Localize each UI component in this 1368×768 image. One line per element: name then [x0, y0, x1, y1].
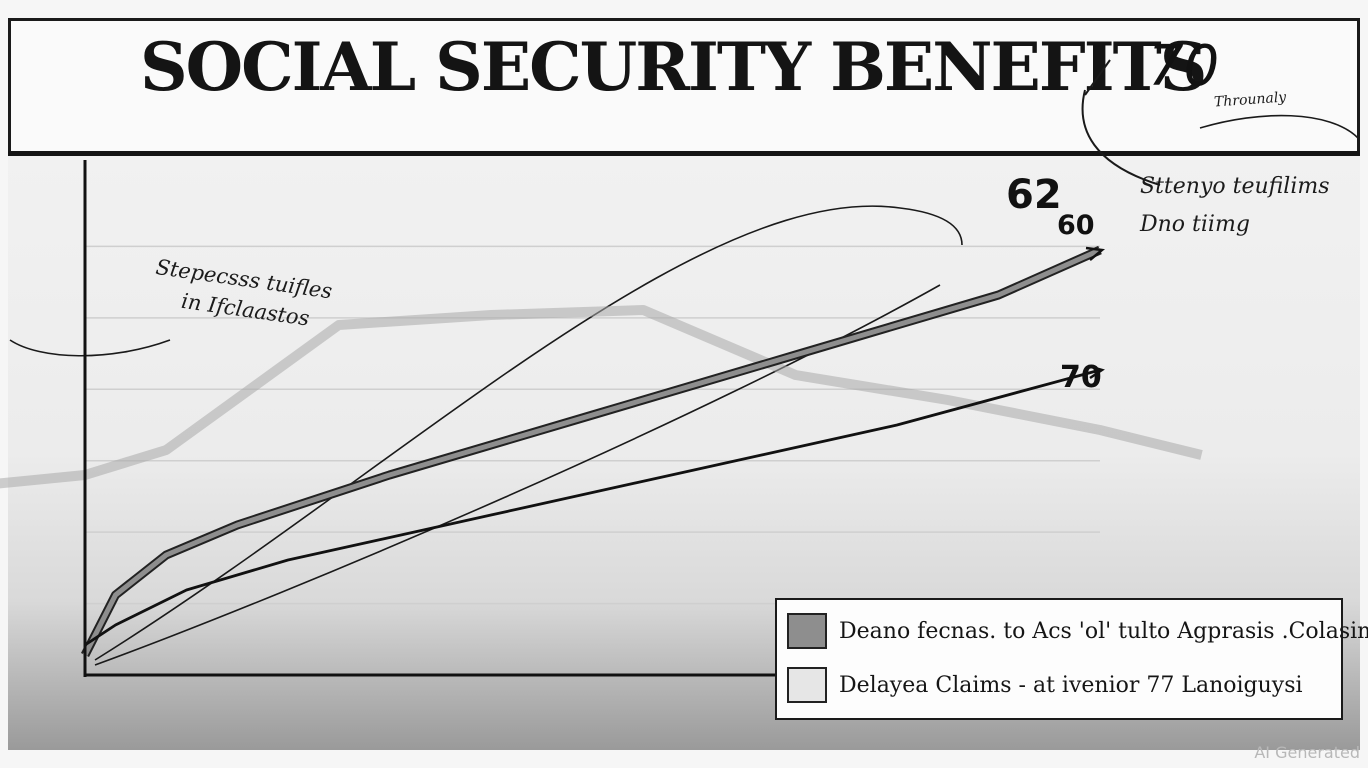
- series-line-1: [84, 368, 1101, 647]
- annotation-arrow: [1199, 114, 1359, 139]
- series-end-arrow-0: [1085, 246, 1106, 261]
- annotation-right: Sttenyo teufilims Dno tiimg: [1140, 168, 1330, 244]
- series-line-background: [0, 305, 1203, 489]
- data-label-60: 60: [1057, 210, 1095, 241]
- series-end-arrow-1: [1087, 364, 1105, 380]
- data-label-70: 70: [1060, 360, 1102, 395]
- chart-legend: Deano fecnas. to Acs 'ol' tulto Agprasis…: [775, 598, 1368, 720]
- annotation-right-line1: Sttenyo teufilims: [1140, 174, 1330, 199]
- legend-item: Delayea Claims - at ivenior 77 Lanoiguys…: [787, 664, 1303, 706]
- annotation-arrow: [9, 339, 171, 357]
- legend-label-0: Deano fecnas. to Acs 'ol' tulto Agprasis…: [839, 618, 1368, 644]
- watermark: AI Generated: [1254, 743, 1360, 762]
- legend-swatch-0: [787, 613, 827, 649]
- legend-label-1: Delayea Claims - at ivenior 77 Lanoiguys…: [839, 672, 1303, 698]
- legend-swatch-1: [787, 667, 827, 703]
- data-label-62: 62: [1006, 172, 1062, 218]
- series-line-0: [82, 247, 1102, 657]
- annotation-arrow: [1084, 59, 1111, 96]
- title-divider: [8, 151, 1360, 156]
- chart-title: SOCIAL SECURITY BENEFITS: [140, 28, 1207, 106]
- legend-item: Deano fecnas. to Acs 'ol' tulto Agprasis…: [787, 610, 1368, 652]
- annotation-right-line2: Dno tiimg: [1140, 212, 1250, 237]
- annotation-arrow: [1081, 89, 1161, 186]
- corner-age-label: 70: [1148, 34, 1220, 99]
- decorative-curve: [94, 205, 963, 661]
